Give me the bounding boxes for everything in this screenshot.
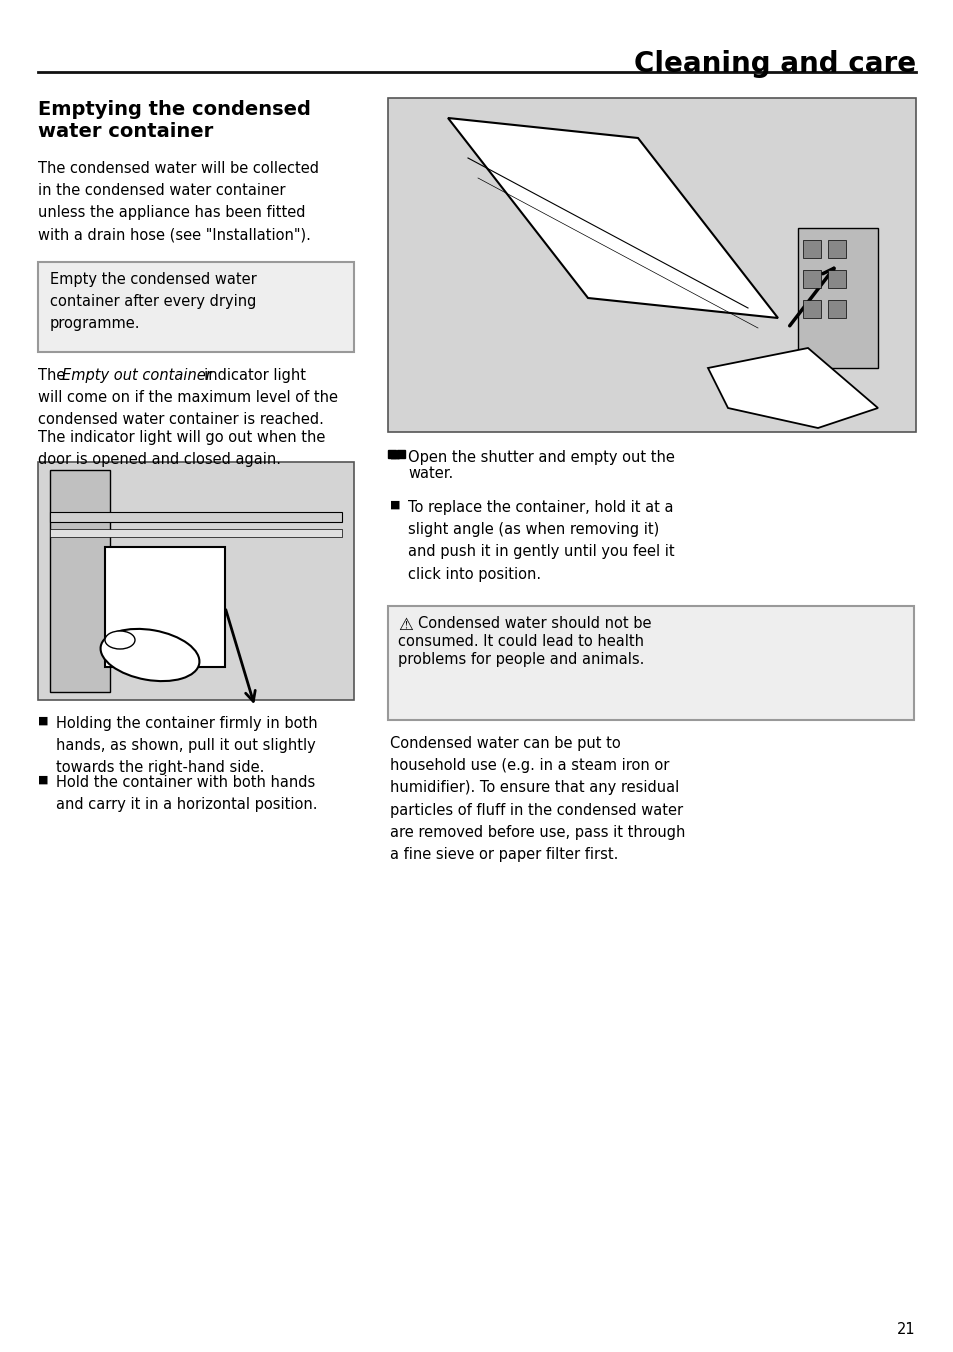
Text: Empty the condensed water
container after every drying
programme.: Empty the condensed water container afte… [50, 272, 256, 331]
Text: Empty out container: Empty out container [62, 368, 212, 383]
Bar [827, 241, 845, 258]
Bar [388, 97, 915, 433]
Text: The                              indicator light
will come on if the maximum lev: The indicator light will come on if the … [38, 368, 337, 427]
Bar [827, 300, 845, 318]
Text: 21: 21 [897, 1322, 915, 1337]
Bar [388, 606, 913, 721]
Ellipse shape [100, 629, 199, 681]
Text: Open the shutter and empty out the: Open the shutter and empty out the [408, 450, 674, 465]
Bar [802, 241, 821, 258]
Text: Holding the container firmly in both
hands, as shown, pull it out slightly
towar: Holding the container firmly in both han… [56, 717, 317, 776]
Text: Cleaning and care: Cleaning and care [633, 50, 915, 78]
Text: Hold the container with both hands
and carry it in a horizontal position.: Hold the container with both hands and c… [56, 775, 317, 813]
Bar [50, 512, 341, 522]
Text: Emptying the condensed: Emptying the condensed [38, 100, 311, 119]
Bar [802, 270, 821, 288]
Text: ■: ■ [390, 450, 400, 460]
Text: The indicator light will go out when the
door is opened and closed again.: The indicator light will go out when the… [38, 430, 325, 468]
Bar [827, 270, 845, 288]
Text: water.: water. [408, 466, 453, 481]
Text: The condensed water will be collected
in the condensed water container
unless th: The condensed water will be collected in… [38, 161, 318, 242]
Bar [38, 462, 354, 700]
Text: ■: ■ [390, 500, 400, 510]
Bar [105, 548, 225, 667]
Bar [802, 300, 821, 318]
Text: Condensed water can be put to
household use (e.g. in a steam iron or
humidifier): Condensed water can be put to household … [390, 735, 684, 863]
Text: Condensed water should not be: Condensed water should not be [417, 617, 651, 631]
Bar [797, 228, 877, 368]
Text: water container: water container [38, 122, 213, 141]
Bar [50, 470, 110, 692]
Text: problems for people and animals.: problems for people and animals. [397, 652, 643, 667]
Text: consumed. It could lead to health: consumed. It could lead to health [397, 634, 643, 649]
Text: ■: ■ [38, 717, 49, 726]
Ellipse shape [105, 631, 135, 649]
Text: ⚠: ⚠ [397, 617, 413, 634]
Bar [38, 262, 354, 352]
Bar [50, 529, 341, 537]
Polygon shape [707, 347, 877, 429]
Polygon shape [448, 118, 778, 318]
Text: To replace the container, hold it at a
slight angle (as when removing it)
and pu: To replace the container, hold it at a s… [408, 500, 674, 581]
Text: ■: ■ [38, 775, 49, 786]
